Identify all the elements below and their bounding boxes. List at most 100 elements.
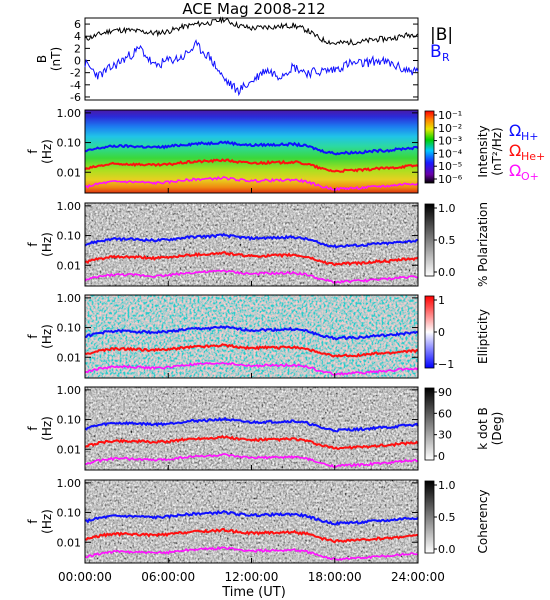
- y-axis-label: f (Hz): [26, 509, 54, 534]
- colorbar-tick-label: 1.0: [438, 202, 456, 215]
- y-tick-label: 0.01: [57, 351, 82, 364]
- x-tick-label: 00:00:00: [58, 570, 112, 584]
- gyro-o-plus-line: [84, 545, 419, 561]
- y-axis-label: f (Hz): [26, 416, 54, 441]
- gyro-he-plus-line: [84, 343, 419, 358]
- y-tick-label: 2: [74, 42, 81, 55]
- colorbar-polarization: [424, 203, 435, 277]
- gyro-h-plus-line: [84, 232, 419, 249]
- gyro-h-plus-line: [84, 416, 419, 433]
- gyro-he-plus-line: [84, 528, 419, 544]
- figure-title: ACE Mag 2008-212: [182, 0, 325, 18]
- y-axis-title: f: [26, 519, 40, 524]
- y-tick-label: 1.00: [57, 200, 82, 213]
- gyro-he-plus-line: [84, 158, 419, 173]
- y-axis-label: f (Hz): [26, 324, 54, 349]
- colorbar-ellipticity: [424, 295, 435, 369]
- gyro-legend-omega: Ω: [509, 161, 521, 180]
- colorbar-label: Ellipticity: [476, 309, 490, 364]
- colorbar-label: Coherency: [476, 489, 490, 553]
- colorbar-tick-label: 60: [438, 407, 452, 420]
- y-axis-title: f: [26, 242, 40, 247]
- y-tick-label: 0.10: [57, 230, 82, 243]
- panel-coherency: 1.000.100.01f (Hz)1.00.50.0 Coherency: [26, 477, 490, 564]
- y-axis-unit: (nT): [49, 47, 63, 71]
- y-tick-label: 6: [74, 18, 81, 31]
- gyro-h-plus-line: [84, 324, 419, 341]
- x-tick-label: 12:00:00: [225, 570, 279, 584]
- panel-polarization: 1.000.100.01f (Hz)1.00.50.0% Polarization: [26, 200, 490, 287]
- x-axis-label: Time (UT): [221, 585, 286, 600]
- colorbar-tick-label: 1.0: [438, 479, 456, 492]
- colorbar-tick-label: 0.0: [438, 543, 456, 556]
- gyro-legend-omega: Ω: [509, 141, 521, 160]
- colorbar-unit: (Deg): [490, 412, 504, 446]
- gyro-he-plus-line: [84, 434, 419, 450]
- panel-intensity: 1.000.100.01f (Hz)10⁻¹10⁻²10⁻³10⁻⁴10⁻⁵10⁻…: [26, 107, 504, 194]
- legend-b-r-subscript: R: [442, 51, 450, 64]
- gyro-o-plus-line: [84, 269, 419, 284]
- y-axis-unit: (Hz): [40, 324, 54, 349]
- y-tick-label: -6: [70, 91, 81, 104]
- y-tick-label: 0.10: [57, 137, 82, 150]
- y-axis-unit: (Hz): [40, 509, 54, 534]
- colorbar-tick-label: 10⁻¹: [438, 109, 462, 122]
- colorbar-intensity: [424, 110, 435, 184]
- b-total-line: [84, 16, 419, 46]
- legend-b-r: B: [430, 42, 442, 62]
- gyro-legend-omega: Ω: [509, 121, 521, 140]
- colorbar-tick-label: 10⁻⁵: [438, 160, 462, 173]
- colorbar-title: Intensity (nT²/Hz): [476, 125, 504, 177]
- y-tick-label: -2: [70, 67, 81, 80]
- y-tick-label: 1.00: [57, 107, 82, 120]
- colorbar-title: k dot B (Deg): [476, 407, 504, 449]
- colorbar-label: % Polarization: [476, 202, 490, 287]
- y-tick-label: 0: [74, 55, 81, 68]
- gyro-legend-label: O+: [521, 170, 539, 183]
- y-tick-label: 4: [74, 30, 81, 43]
- gyro-o-plus-line: [84, 361, 419, 376]
- x-tick-label: 06:00:00: [141, 570, 195, 584]
- y-axis-label: B (nT): [35, 47, 63, 71]
- y-axis-title: f: [26, 149, 40, 154]
- colorbar-tick-label: −1: [438, 358, 454, 371]
- colorbar-tick-label: 10⁻²: [438, 122, 462, 135]
- x-tick-label: 24:00:00: [391, 570, 445, 584]
- y-tick-label: 1.00: [57, 384, 82, 397]
- colorbar-tick-label: 0: [438, 450, 445, 463]
- colorbar-k-dot-b: [424, 387, 435, 461]
- y-tick-label: 0.01: [57, 166, 82, 179]
- gyro-he-plus-line: [84, 251, 419, 267]
- x-tick-label: 18:00:00: [308, 570, 362, 584]
- y-tick-label: 0.10: [57, 414, 82, 427]
- y-tick-label: -4: [70, 79, 81, 92]
- colorbar-tick-label: 1: [438, 294, 445, 307]
- y-axis-unit: (Hz): [40, 139, 54, 164]
- gyro-o-plus-line: [84, 452, 419, 469]
- y-tick-label: 0.10: [57, 507, 82, 520]
- legend-b-total: |B|: [430, 25, 453, 45]
- y-tick-label: 1.00: [57, 292, 82, 305]
- y-axis-label: f (Hz): [26, 232, 54, 257]
- colorbar-tick-label: 90: [438, 386, 452, 399]
- colorbar-tick-label: 10⁻⁴: [438, 147, 463, 160]
- colorbar-tick-label: 30: [438, 429, 452, 442]
- y-axis-title: f: [26, 426, 40, 431]
- colorbar-tick-label: 10⁻³: [438, 135, 462, 148]
- y-tick-label: 0.01: [57, 443, 82, 456]
- colorbar-tick-label: 0.5: [438, 234, 456, 247]
- y-axis-unit: (Hz): [40, 416, 54, 441]
- colorbar-coherency: [424, 480, 435, 554]
- colorbar-tick-label: 0: [438, 326, 445, 339]
- gyro-legend-label: H+: [521, 130, 539, 143]
- y-tick-label: 0.10: [57, 322, 82, 335]
- y-axis-unit: (Hz): [40, 232, 54, 257]
- colorbar-tick-label: 0.0: [438, 266, 456, 279]
- y-axis-title: f: [26, 334, 40, 339]
- plot-frame: [84, 17, 419, 101]
